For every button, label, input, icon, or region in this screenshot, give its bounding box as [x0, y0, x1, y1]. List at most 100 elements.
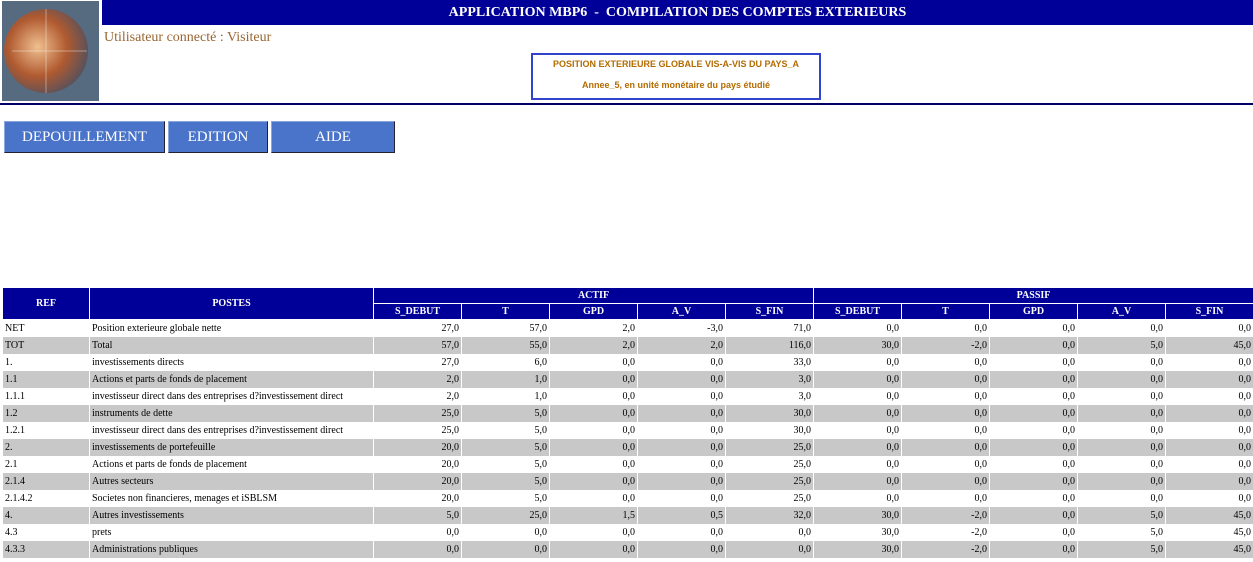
- number-cell: 0,0: [1062, 527, 1076, 538]
- text-cell: 2.1: [5, 459, 18, 470]
- number-cell: 30,0: [726, 405, 814, 422]
- text-cell: Actions et parts de fonds de placement: [90, 371, 373, 388]
- number-cell: 0,0: [1238, 493, 1252, 504]
- number-cell: 2,0: [622, 323, 636, 334]
- number-cell: 0,0: [990, 541, 1078, 558]
- number-cell: 0,0: [534, 527, 548, 538]
- table-row: TOT Total 57,0 55,0 2,0 2,0 116,0 30,0 -2,0 0,0 5,…: [3, 337, 1253, 354]
- number-cell: 25,0: [726, 473, 814, 490]
- number-cell: 1,0: [534, 391, 548, 402]
- number-cell: 0,0: [902, 405, 990, 422]
- text-cell: instruments de dette: [90, 405, 373, 422]
- number-cell: 27,0: [441, 357, 460, 368]
- text-cell: Autres secteurs: [90, 473, 373, 490]
- text-cell: investisseur direct dans des entreprises…: [92, 425, 344, 436]
- number-cell: 45,0: [1166, 507, 1253, 524]
- col-header: REF: [3, 288, 89, 320]
- number-cell: 0,0: [1238, 425, 1252, 436]
- number-cell: 0,0: [990, 507, 1078, 524]
- number-cell: 0,0: [1062, 391, 1076, 402]
- number-cell: 0,0: [638, 371, 725, 388]
- number-cell: 0,0: [638, 405, 725, 422]
- number-cell: 0,0: [886, 391, 900, 402]
- number-cell: 0,0: [638, 439, 725, 456]
- text-cell: NET: [5, 323, 25, 334]
- number-cell: 0,0: [1238, 323, 1252, 334]
- number-cell: 0,0: [886, 323, 900, 334]
- col-header: PASSIF: [814, 288, 1253, 304]
- number-cell: 32,0: [726, 507, 814, 524]
- number-cell: 0,0: [1166, 371, 1253, 388]
- user-status: Utilisateur connecté : Visiteur: [104, 30, 272, 45]
- col-header: ACTIF: [374, 288, 814, 304]
- number-cell: -3,0: [707, 323, 723, 334]
- table-row: 2.1.4 Autres secteurs 20,0 5,0 0,0 0,0 25,0 0,0…: [3, 473, 1253, 490]
- table-row: 2.1.4.2 Societes non financieres, menages…: [3, 490, 1253, 507]
- number-cell: 0,0: [1078, 439, 1166, 456]
- text-cell: Total: [90, 337, 373, 354]
- number-cell: 0,0: [1150, 493, 1164, 504]
- number-cell: 6,0: [534, 357, 548, 368]
- number-cell: 0,0: [1150, 357, 1164, 368]
- number-cell: 57,0: [529, 323, 548, 334]
- table-row: NET Position exterieure globale nette 27,0…: [3, 320, 1253, 337]
- table-row: 4.3.3 Administrations publiques 0,0 0,0 0,0 0…: [3, 541, 1253, 558]
- table-row: 1.2 instruments de dette 25,0 5,0 0,0 0,0 30,0…: [3, 405, 1253, 422]
- text-cell: investissements de portefeuille: [90, 439, 373, 456]
- number-cell: 0,0: [886, 357, 900, 368]
- number-cell: 0,0: [798, 527, 812, 538]
- table-row: 4. Autres investissements 5,0 25,0 1,5 0,5 32,…: [3, 507, 1253, 524]
- text-cell: 1.2.1: [5, 425, 25, 436]
- number-cell: 0,0: [1238, 357, 1252, 368]
- number-cell: 0,0: [1238, 459, 1252, 470]
- text-cell: Administrations publiques: [90, 541, 373, 558]
- number-cell: 2,0: [374, 371, 461, 388]
- number-cell: 0,0: [446, 527, 460, 538]
- number-cell: 0,0: [1062, 357, 1076, 368]
- number-cell: 27,0: [441, 323, 460, 334]
- col-subheader: T: [462, 304, 549, 320]
- number-cell: 0,0: [622, 459, 636, 470]
- col-subheader: S_FIN: [1166, 304, 1253, 320]
- number-cell: 3,0: [726, 371, 814, 388]
- menu-button[interactable]: AIDE: [271, 121, 395, 153]
- number-cell: 30,0: [814, 541, 902, 558]
- number-cell: 0,0: [1238, 391, 1252, 402]
- col-subheader: S_DEBUT: [814, 304, 902, 320]
- number-cell: 5,0: [1078, 541, 1166, 558]
- report-subtitle: Annee_5, en unité monétaire du pays étud…: [581, 80, 771, 90]
- number-cell: 0,0: [710, 493, 724, 504]
- number-cell: 0,0: [1150, 425, 1164, 436]
- col-subheader: S_DEBUT: [374, 304, 461, 320]
- number-cell: 5,0: [1078, 507, 1166, 524]
- text-cell: 2.: [3, 439, 89, 456]
- menu-button[interactable]: DEPOUILLEMENT: [4, 121, 165, 153]
- table-row: 1.2.1 investisseur direct dans des entrep…: [3, 422, 1253, 439]
- number-cell: 55,0: [462, 337, 549, 354]
- number-cell: 0,0: [710, 459, 724, 470]
- col-subheader: GPD: [550, 304, 637, 320]
- number-cell: 0,0: [710, 425, 724, 436]
- number-cell: 20,0: [374, 473, 461, 490]
- number-cell: 0,0: [622, 527, 636, 538]
- number-cell: 5,0: [462, 405, 549, 422]
- text-cell: 2.1.4.2: [5, 493, 33, 504]
- number-cell: 0,0: [1166, 473, 1253, 490]
- number-cell: 1,0: [462, 371, 549, 388]
- data-table: REF POSTES ACTIF PASSIF S_DEBUT T GPD A_V S_FIN…: [2, 288, 1253, 558]
- text-cell: Autres investissements: [90, 507, 373, 524]
- number-cell: 25,0: [441, 425, 460, 436]
- number-cell: 0,0: [990, 371, 1078, 388]
- number-cell: 71,0: [793, 323, 812, 334]
- number-cell: 0,0: [1150, 323, 1164, 334]
- text-cell: investissements directs: [92, 357, 184, 368]
- report-title: POSITION EXTERIEURE GLOBALE VIS-A-VIS DU…: [552, 59, 800, 69]
- menu-button[interactable]: EDITION: [168, 121, 268, 153]
- number-cell: -2,0: [902, 337, 990, 354]
- number-cell: 0,0: [550, 473, 637, 490]
- number-cell: 0,0: [710, 391, 724, 402]
- number-cell: 0,0: [990, 439, 1078, 456]
- text-cell: 4.3.3: [3, 541, 89, 558]
- number-cell: 0,0: [1062, 323, 1076, 334]
